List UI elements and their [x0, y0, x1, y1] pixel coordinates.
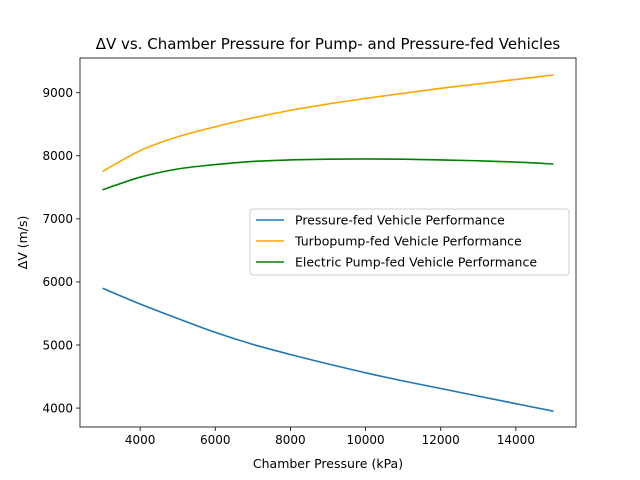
- y-axis: 4000 5000 6000 7000 8000 9000: [42, 86, 80, 415]
- y-axis-label: ΔV (m/s): [15, 216, 30, 270]
- x-tick-label: 6000: [200, 433, 231, 447]
- legend: Pressure-fed Vehicle Performance Turbopum…: [249, 208, 570, 276]
- plot-frame: [79, 57, 577, 428]
- x-axis-label: Chamber Pressure (kPa): [253, 456, 403, 471]
- legend-label: Electric Pump-fed Vehicle Performance: [295, 255, 537, 270]
- y-tick-label: 6000: [42, 275, 73, 289]
- legend-label: Turbopump-fed Vehicle Performance: [294, 234, 522, 249]
- y-tick-label: 5000: [42, 338, 73, 352]
- x-tick-label: 10000: [346, 433, 384, 447]
- x-axis: 4000 6000 8000 10000 12000 14000: [125, 427, 535, 447]
- chart-title: ΔV vs. Chamber Pressure for Pump- and Pr…: [96, 35, 561, 53]
- legend-label: Pressure-fed Vehicle Performance: [295, 213, 505, 228]
- series-line-2: [102, 74, 554, 173]
- y-tick-label: 7000: [42, 212, 73, 226]
- y-tick-label: 4000: [42, 401, 73, 415]
- series-layer: [102, 74, 554, 412]
- series-line-3: [102, 158, 554, 191]
- x-tick-label: 8000: [275, 433, 306, 447]
- y-tick-label: 9000: [42, 86, 73, 100]
- x-tick-label: 12000: [422, 433, 460, 447]
- series-line-1: [102, 287, 554, 412]
- y-tick-label: 8000: [42, 149, 73, 163]
- x-tick-label: 4000: [125, 433, 156, 447]
- legend-box: [249, 208, 570, 276]
- x-tick-label: 14000: [497, 433, 535, 447]
